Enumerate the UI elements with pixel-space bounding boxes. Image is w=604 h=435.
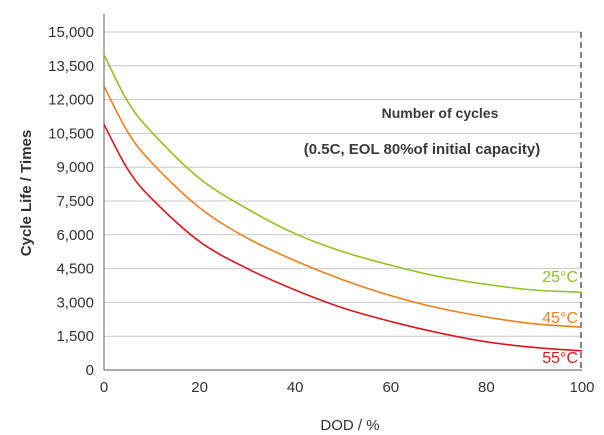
x-tick-label: 80 — [478, 379, 495, 396]
annotation-line-1: Number of cycles — [382, 105, 499, 121]
series-label-45c: 45°C — [542, 310, 578, 327]
y-tick-label: 6,000 — [56, 227, 94, 244]
x-tick-label: 60 — [382, 379, 399, 396]
y-tick-label: 7,500 — [56, 193, 94, 210]
series-line-1 — [103, 85, 583, 328]
grid-lines — [104, 31, 582, 337]
x-tick-label: 40 — [287, 379, 304, 396]
x-tick-label: 0 — [100, 379, 108, 396]
series-line-2 — [103, 124, 583, 352]
y-tick-label: 9,000 — [56, 159, 94, 176]
series-curves — [103, 54, 583, 352]
x-tick-label: 100 — [569, 379, 594, 396]
axes — [103, 14, 582, 371]
x-axis-title: DOD / % — [320, 417, 379, 434]
y-tick-label: 3,000 — [56, 294, 94, 311]
y-tick-labels: 0 1,500 3,000 4,500 6,000 7,500 9,000 10,500 12,… — [48, 24, 94, 379]
y-tick-label: 15,000 — [48, 24, 94, 41]
series-label-55c: 55°C — [542, 350, 578, 367]
series-line-0 — [103, 54, 583, 294]
y-tick-label: 1,500 — [56, 328, 94, 345]
x-tick-labels: 0 20 40 60 80 100 — [100, 379, 595, 396]
annotation-line-2: (0.5C, EOL 80%of initial capacity) — [304, 141, 540, 158]
y-axis-title: Cycle Life / Times — [18, 130, 35, 256]
y-tick-label: 4,500 — [56, 261, 94, 278]
y-tick-label: 0 — [86, 362, 94, 379]
series-label-25c: 25°C — [542, 269, 578, 286]
x-tick-label: 20 — [191, 379, 208, 396]
y-tick-label: 12,000 — [48, 92, 94, 109]
y-tick-label: 13,500 — [48, 58, 94, 75]
y-tick-label: 10,500 — [48, 125, 94, 142]
